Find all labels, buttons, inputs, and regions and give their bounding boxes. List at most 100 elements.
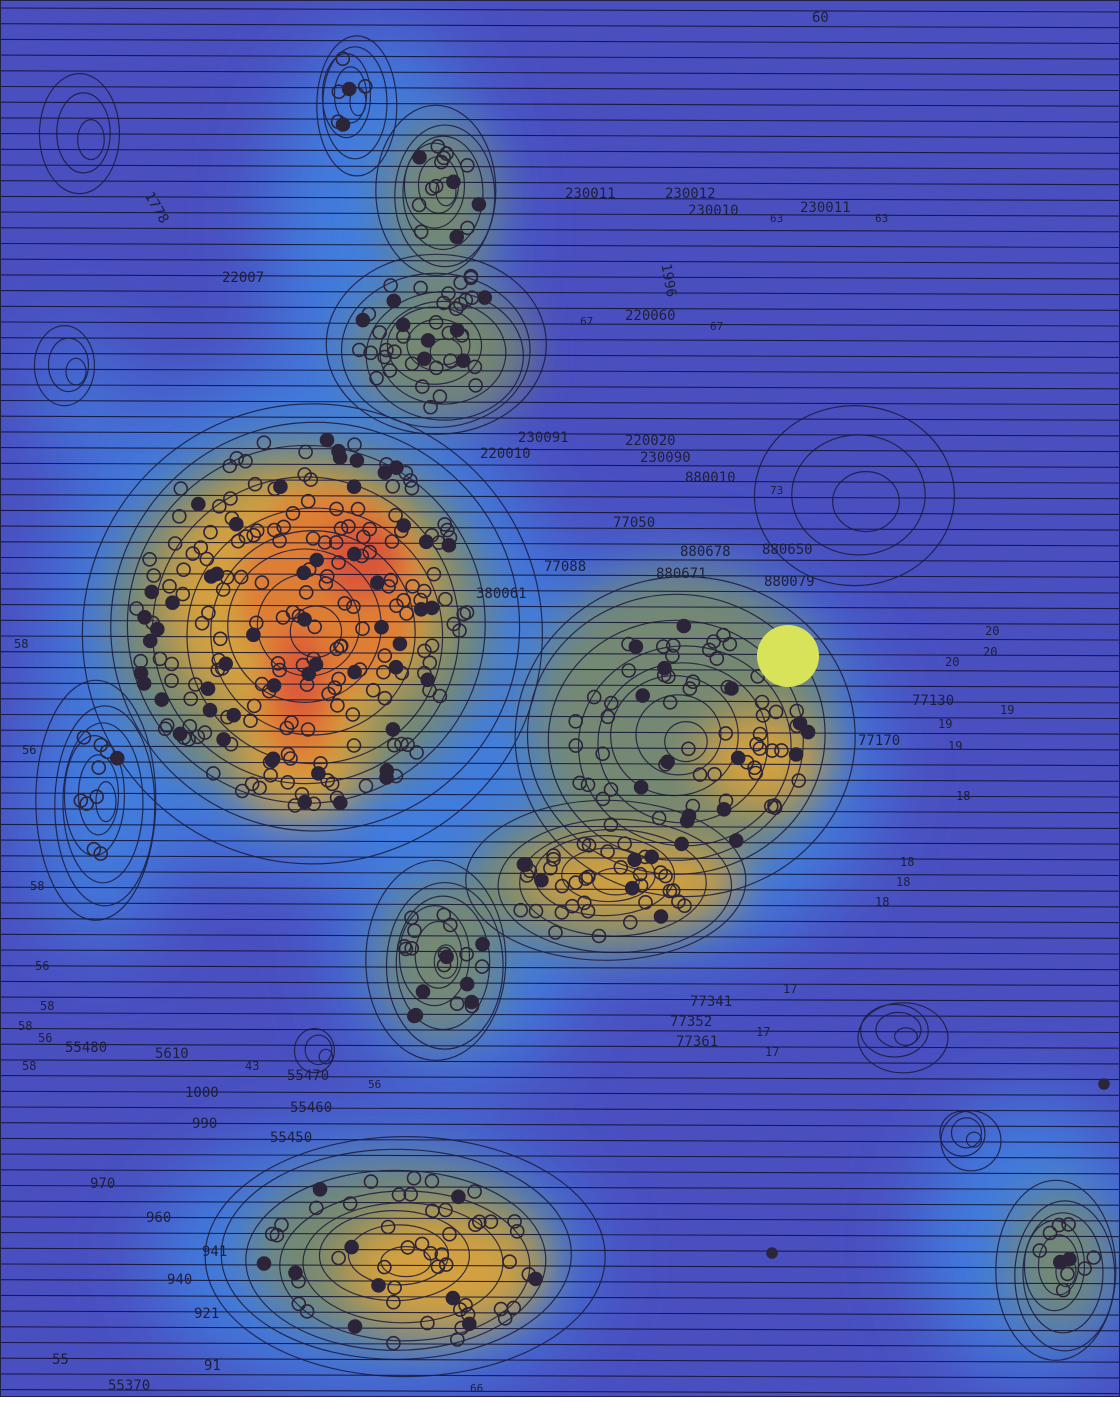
scan-line <box>0 682 1120 688</box>
well-marker <box>312 1182 328 1197</box>
well-marker <box>1061 1217 1076 1232</box>
scan-line <box>0 478 1120 484</box>
well-marker <box>580 777 596 793</box>
well-marker <box>483 1214 499 1229</box>
well-marker <box>621 663 637 678</box>
well-marker <box>347 1319 363 1334</box>
well-marker <box>211 652 227 668</box>
scan-line <box>0 211 1120 217</box>
contour-ring <box>375 104 497 276</box>
well-marker <box>681 741 696 757</box>
well-marker <box>199 551 215 567</box>
well-marker <box>441 325 457 341</box>
scan-line <box>0 1043 1120 1049</box>
scan-line <box>0 1216 1120 1222</box>
map-label: 22007 <box>222 270 264 286</box>
map-label: 77088 <box>544 559 586 575</box>
map-label: 19 <box>938 717 952 731</box>
well-marker <box>383 278 398 293</box>
well-marker <box>439 146 454 161</box>
well-marker <box>413 280 428 296</box>
well-marker <box>249 523 265 539</box>
well-marker <box>534 872 549 888</box>
contour-ring <box>318 1210 471 1302</box>
well-marker <box>234 783 250 799</box>
well-marker <box>233 569 249 585</box>
well-marker <box>331 84 347 99</box>
well-marker <box>413 224 429 240</box>
scan-line <box>0 949 1120 955</box>
scan-line <box>0 1200 1120 1206</box>
well-marker <box>1098 1078 1110 1090</box>
map-label: 17 <box>783 982 797 996</box>
well-marker <box>345 707 361 722</box>
map-label: 77341 <box>690 994 732 1010</box>
well-marker <box>554 905 570 920</box>
map-label: 55480 <box>65 1040 107 1056</box>
well-marker <box>578 871 594 886</box>
contour-ring <box>54 705 156 907</box>
well-marker <box>200 681 216 697</box>
contour-ring <box>414 920 463 989</box>
well-marker <box>676 618 692 634</box>
well-marker <box>363 1174 379 1189</box>
well-marker <box>272 662 287 678</box>
well-marker <box>388 507 403 523</box>
well-marker <box>800 724 816 740</box>
well-marker <box>720 679 736 695</box>
well-marker <box>395 317 411 333</box>
contour-ring <box>394 124 496 268</box>
map-label: 77130 <box>912 693 954 709</box>
well-marker <box>685 798 701 814</box>
contour-ring <box>519 828 707 937</box>
well-marker <box>300 722 316 737</box>
scan-line <box>0 164 1120 170</box>
well-marker <box>387 1280 402 1295</box>
scan-line <box>0 761 1120 767</box>
well-marker <box>453 275 469 291</box>
map-label: 63 <box>875 212 888 225</box>
map-label: 55470 <box>287 1068 329 1084</box>
scan-line <box>0 38 1120 44</box>
well-marker <box>417 643 432 659</box>
well-marker <box>749 736 764 752</box>
well-marker <box>442 530 458 545</box>
map-label: 230091 <box>518 430 569 446</box>
well-marker <box>321 686 336 702</box>
well-marker <box>471 1214 487 1230</box>
scan-line <box>0 462 1120 468</box>
well-marker <box>415 984 431 999</box>
map-label: 55450 <box>270 1130 312 1146</box>
well-marker <box>280 774 296 790</box>
well-marker <box>165 595 180 611</box>
well-marker <box>471 197 487 212</box>
map-label: 58 <box>18 1019 32 1033</box>
well-marker <box>386 293 402 309</box>
well-marker <box>357 79 373 94</box>
map-label: 58 <box>22 1059 36 1073</box>
well-marker <box>467 1217 483 1232</box>
well-marker <box>467 1184 482 1199</box>
well-marker <box>270 655 286 671</box>
contour-ring <box>220 1148 572 1360</box>
well-marker <box>658 868 673 884</box>
well-marker <box>655 639 671 654</box>
well-marker <box>653 909 669 924</box>
map-label: 73 <box>770 484 783 497</box>
well-marker <box>247 476 263 492</box>
contour-ring <box>965 1131 983 1148</box>
contour-ring <box>204 1136 606 1378</box>
well-marker <box>568 713 584 729</box>
map-label: 56 <box>38 1031 52 1045</box>
well-marker <box>463 268 479 284</box>
well-marker <box>766 1247 778 1259</box>
well-marker <box>464 994 479 1010</box>
well-marker <box>792 715 808 731</box>
scan-line <box>0 713 1120 720</box>
contour-ring <box>340 272 531 429</box>
map-label: 19 <box>948 739 962 753</box>
scan-line <box>0 839 1120 845</box>
well-marker <box>406 1008 422 1024</box>
well-marker <box>398 941 414 957</box>
well-marker <box>346 546 362 562</box>
